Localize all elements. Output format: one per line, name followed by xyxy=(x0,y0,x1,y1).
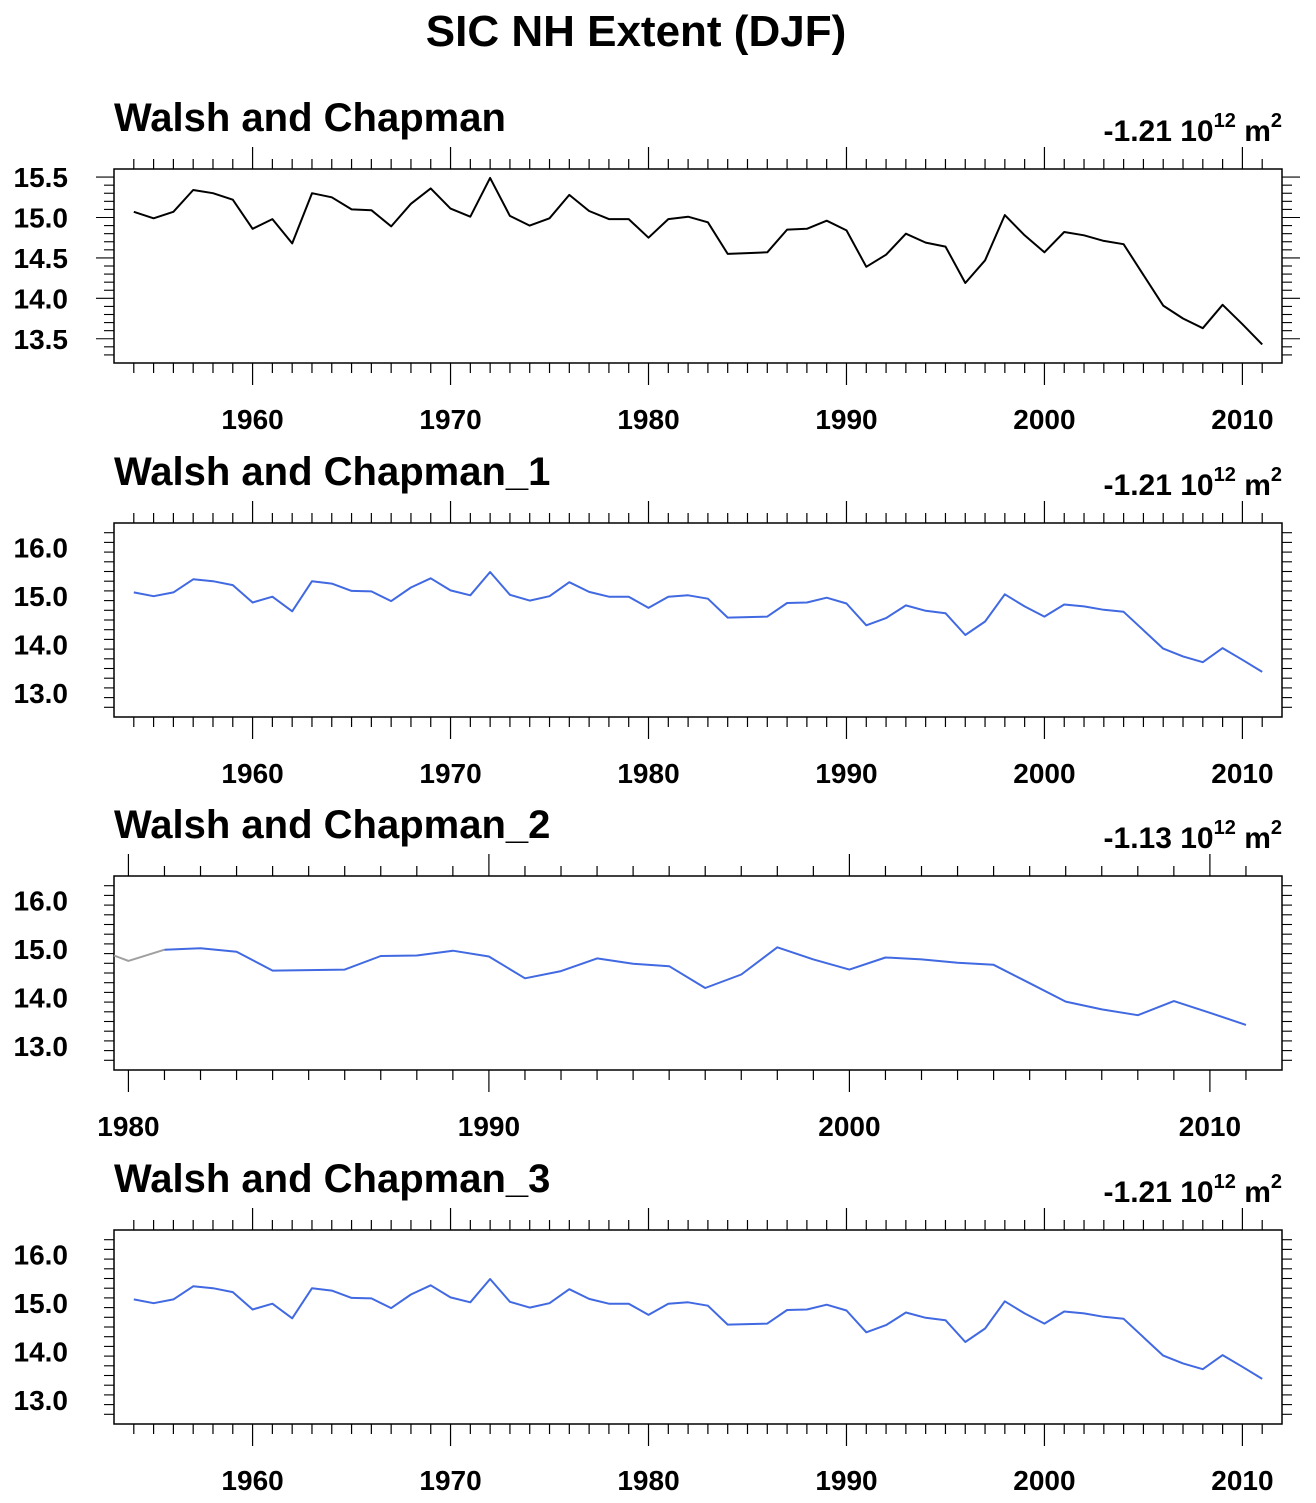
y-tick-label: 15.0 xyxy=(14,203,69,234)
trend-annotation: -1.21 1012 m2 xyxy=(1104,110,1282,148)
y-tick-label: 14.0 xyxy=(14,982,69,1013)
series-line-1 xyxy=(133,571,1263,673)
x-tick-label: 2010 xyxy=(1211,404,1273,435)
y-tick-label: 14.0 xyxy=(14,283,69,314)
series-line-2 xyxy=(164,946,1247,1026)
x-tick-label: 1990 xyxy=(815,404,877,435)
y-tick-label: 16.0 xyxy=(14,1239,69,1270)
figure-title: SIC NH Extent (DJF) xyxy=(426,7,846,56)
trend-value: -1.21 10 xyxy=(1104,1176,1214,1209)
trend-unit-exponent: 2 xyxy=(1271,110,1282,132)
panel-title: Walsh and Chapman_1 xyxy=(114,450,550,494)
trend-exponent: 12 xyxy=(1214,464,1236,486)
panel-title: Walsh and Chapman xyxy=(114,96,506,140)
plot-frame xyxy=(113,1229,1283,1425)
panel-title: Walsh and Chapman_3 xyxy=(114,1157,550,1201)
trend-annotation: -1.21 1012 m2 xyxy=(1104,1171,1282,1209)
trend-unit: m xyxy=(1236,115,1271,148)
trend-exponent: 12 xyxy=(1214,817,1236,839)
y-tick-label: 13.0 xyxy=(14,1031,69,1062)
x-tick-label: 2000 xyxy=(1013,758,1075,789)
x-tick-label: 2010 xyxy=(1179,1111,1241,1142)
chart-panel-4: Walsh and Chapman_3 -1.21 1012 m2 1960 1970… xyxy=(14,1157,1292,1496)
x-tick-label: 1970 xyxy=(419,1465,481,1496)
y-tick-label: 13.0 xyxy=(14,678,69,709)
x-tick-label: 2010 xyxy=(1211,1465,1273,1496)
panel-title: Walsh and Chapman_2 xyxy=(114,803,550,847)
y-tick-label: 14.0 xyxy=(14,1336,69,1367)
x-tick-label: 2000 xyxy=(818,1111,880,1142)
y-tick-label: 16.0 xyxy=(14,532,69,563)
x-tick-label: 2000 xyxy=(1013,404,1075,435)
x-tick-label: 1960 xyxy=(221,404,283,435)
chart-panel-2: Walsh and Chapman_1 -1.21 1012 m2 1960 1970… xyxy=(14,450,1292,789)
x-tick-label: 2010 xyxy=(1211,758,1273,789)
plot-frame xyxy=(113,875,1283,1071)
x-tick-label: 1980 xyxy=(97,1111,159,1142)
trend-unit: m xyxy=(1236,822,1271,855)
trend-unit-exponent: 2 xyxy=(1271,817,1282,839)
trend-annotation: -1.13 1012 m2 xyxy=(1104,817,1282,855)
chart-panel-3: Walsh and Chapman_2 -1.13 1012 m2 1980 1990… xyxy=(14,803,1292,1142)
y-tick-label: 13.5 xyxy=(14,324,69,355)
trend-exponent: 12 xyxy=(1214,110,1236,132)
x-tick-label: 1990 xyxy=(815,758,877,789)
y-tick-label: 14.5 xyxy=(14,243,69,274)
trend-value: -1.21 10 xyxy=(1104,469,1214,502)
y-tick-label: 15.0 xyxy=(14,934,69,965)
trend-value: -1.13 10 xyxy=(1104,822,1214,855)
series-line-1 xyxy=(133,1278,1263,1380)
x-tick-label: 1980 xyxy=(617,1465,679,1496)
trend-exponent: 12 xyxy=(1214,1171,1236,1193)
trend-unit-exponent: 2 xyxy=(1271,1171,1282,1193)
x-tick-label: 1960 xyxy=(221,758,283,789)
x-tick-label: 2000 xyxy=(1013,1465,1075,1496)
x-tick-label: 1980 xyxy=(617,404,679,435)
y-tick-label: 13.0 xyxy=(14,1385,69,1416)
trend-value: -1.21 10 xyxy=(1104,115,1214,148)
y-tick-label: 15.5 xyxy=(14,162,69,193)
chart-panel-1: Walsh and Chapman -1.21 1012 m2 1960 1970 19… xyxy=(14,96,1300,435)
y-tick-label: 16.0 xyxy=(14,885,69,916)
x-tick-label: 1990 xyxy=(458,1111,520,1142)
x-tick-label: 1990 xyxy=(815,1465,877,1496)
x-tick-label: 1970 xyxy=(419,404,481,435)
y-tick-label: 15.0 xyxy=(14,581,69,612)
trend-unit-exponent: 2 xyxy=(1271,464,1282,486)
x-tick-label: 1970 xyxy=(419,758,481,789)
x-tick-label: 1960 xyxy=(221,1465,283,1496)
series-line-1 xyxy=(113,948,165,962)
y-tick-label: 14.0 xyxy=(14,629,69,660)
trend-unit: m xyxy=(1236,469,1271,502)
plot-frame xyxy=(113,168,1283,364)
series-line-1 xyxy=(133,176,1263,346)
y-tick-label: 15.0 xyxy=(14,1288,69,1319)
trend-annotation: -1.21 1012 m2 xyxy=(1104,464,1282,502)
trend-unit: m xyxy=(1236,1176,1271,1209)
plot-frame xyxy=(113,522,1283,718)
x-tick-label: 1980 xyxy=(617,758,679,789)
